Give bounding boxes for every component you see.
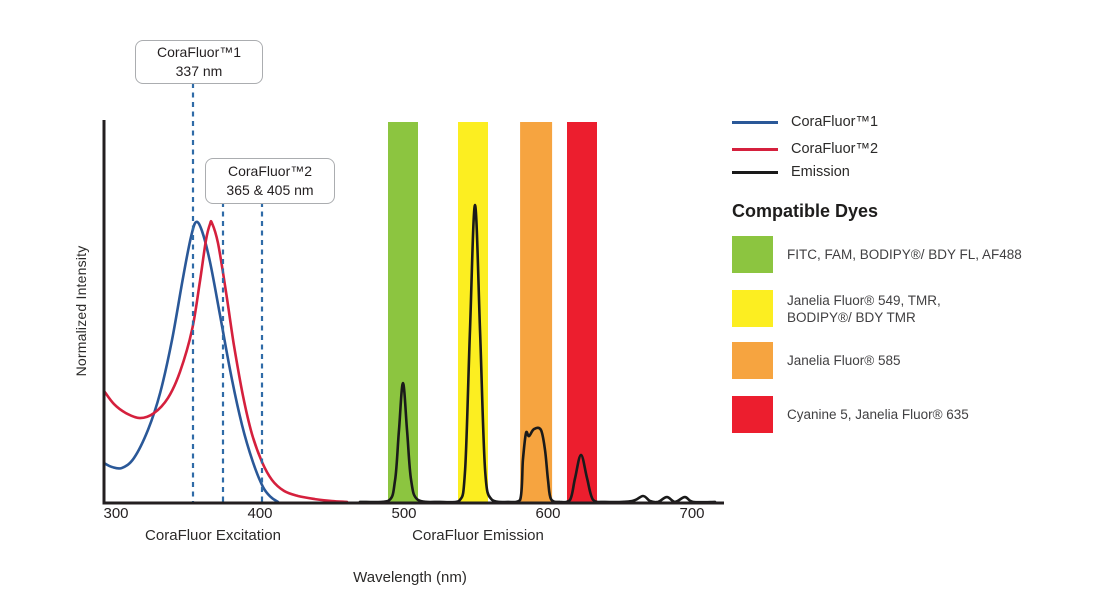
y-axis-label: Normalized Intensity [73,245,89,377]
x-tick-400: 400 [247,505,273,522]
dye-color-swatch [732,236,773,273]
spectra-plot-svg [102,83,724,505]
filter-band-0 [388,122,418,503]
callout-corafluor2: CoraFluor™2 365 & 405 nm [205,158,335,204]
legend-line-swatch [732,147,778,151]
dye-row-1: Janelia Fluor® 549, TMR, BODIPY®/ BDY TMR [732,290,941,327]
legend-line-swatch [732,120,778,124]
dye-row-3: Cyanine 5, Janelia Fluor® 635 [732,396,969,433]
callout-corafluor1: CoraFluor™1 337 nm [135,40,263,84]
corafluor2-excitation-curve [103,219,349,504]
excitation-section-label: CoraFluor Excitation [145,527,281,544]
x-tick-500: 500 [391,505,417,522]
legend-entry-1: CoraFluor™2 [732,139,878,159]
dye-row-0: FITC, FAM, BODIPY®/ BDY FL, AF488 [732,236,1022,273]
legend-entry-label: CoraFluor™1 [791,114,879,130]
x-tick-700: 700 [679,505,705,522]
x-axis-label: Wavelength (nm) [353,569,467,586]
excitation-wavelength-markers [191,83,264,503]
dye-row-2: Janelia Fluor® 585 [732,342,901,379]
legend-line-swatch [732,170,778,174]
callout-corafluor2-title: CoraFluor™2 [227,163,313,179]
dye-label: Cyanine 5, Janelia Fluor® 635 [787,407,969,422]
legend-entry-label: CoraFluor™2 [791,141,879,157]
emission-section-label: CoraFluor Emission [412,527,544,544]
x-tick-300: 300 [103,505,129,522]
compatible-dyes-heading: Compatible Dyes [732,201,879,221]
x-tick-600: 600 [535,505,561,522]
dye-label: Janelia Fluor® 549, TMR, BODIPY®/ BDY TMR [787,292,941,325]
callout-corafluor2-wavelength: 365 & 405 nm [226,182,314,198]
dye-label: FITC, FAM, BODIPY®/ BDY FL, AF488 [787,247,1022,262]
dye-color-swatch [732,342,773,379]
dye-label: Janelia Fluor® 585 [787,353,901,368]
dye-color-swatch [732,290,773,327]
callout-corafluor1-wavelength: 337 nm [175,63,223,79]
emission-curve [358,203,717,504]
legend-entry-label: Emission [791,164,850,180]
legend-entry-0: CoraFluor™1 [732,112,878,132]
emission-filter-bands [388,122,597,503]
callout-corafluor1-title: CoraFluor™1 [156,44,242,60]
filter-band-3 [567,122,597,503]
corafluor1-excitation-curve [103,220,280,504]
legend: CoraFluor™1 CoraFluor™2 Emission Compatibl… [732,112,1092,452]
spectra-curves [103,203,717,504]
dye-color-swatch [732,396,773,433]
legend-entry-2: Emission [732,162,850,182]
